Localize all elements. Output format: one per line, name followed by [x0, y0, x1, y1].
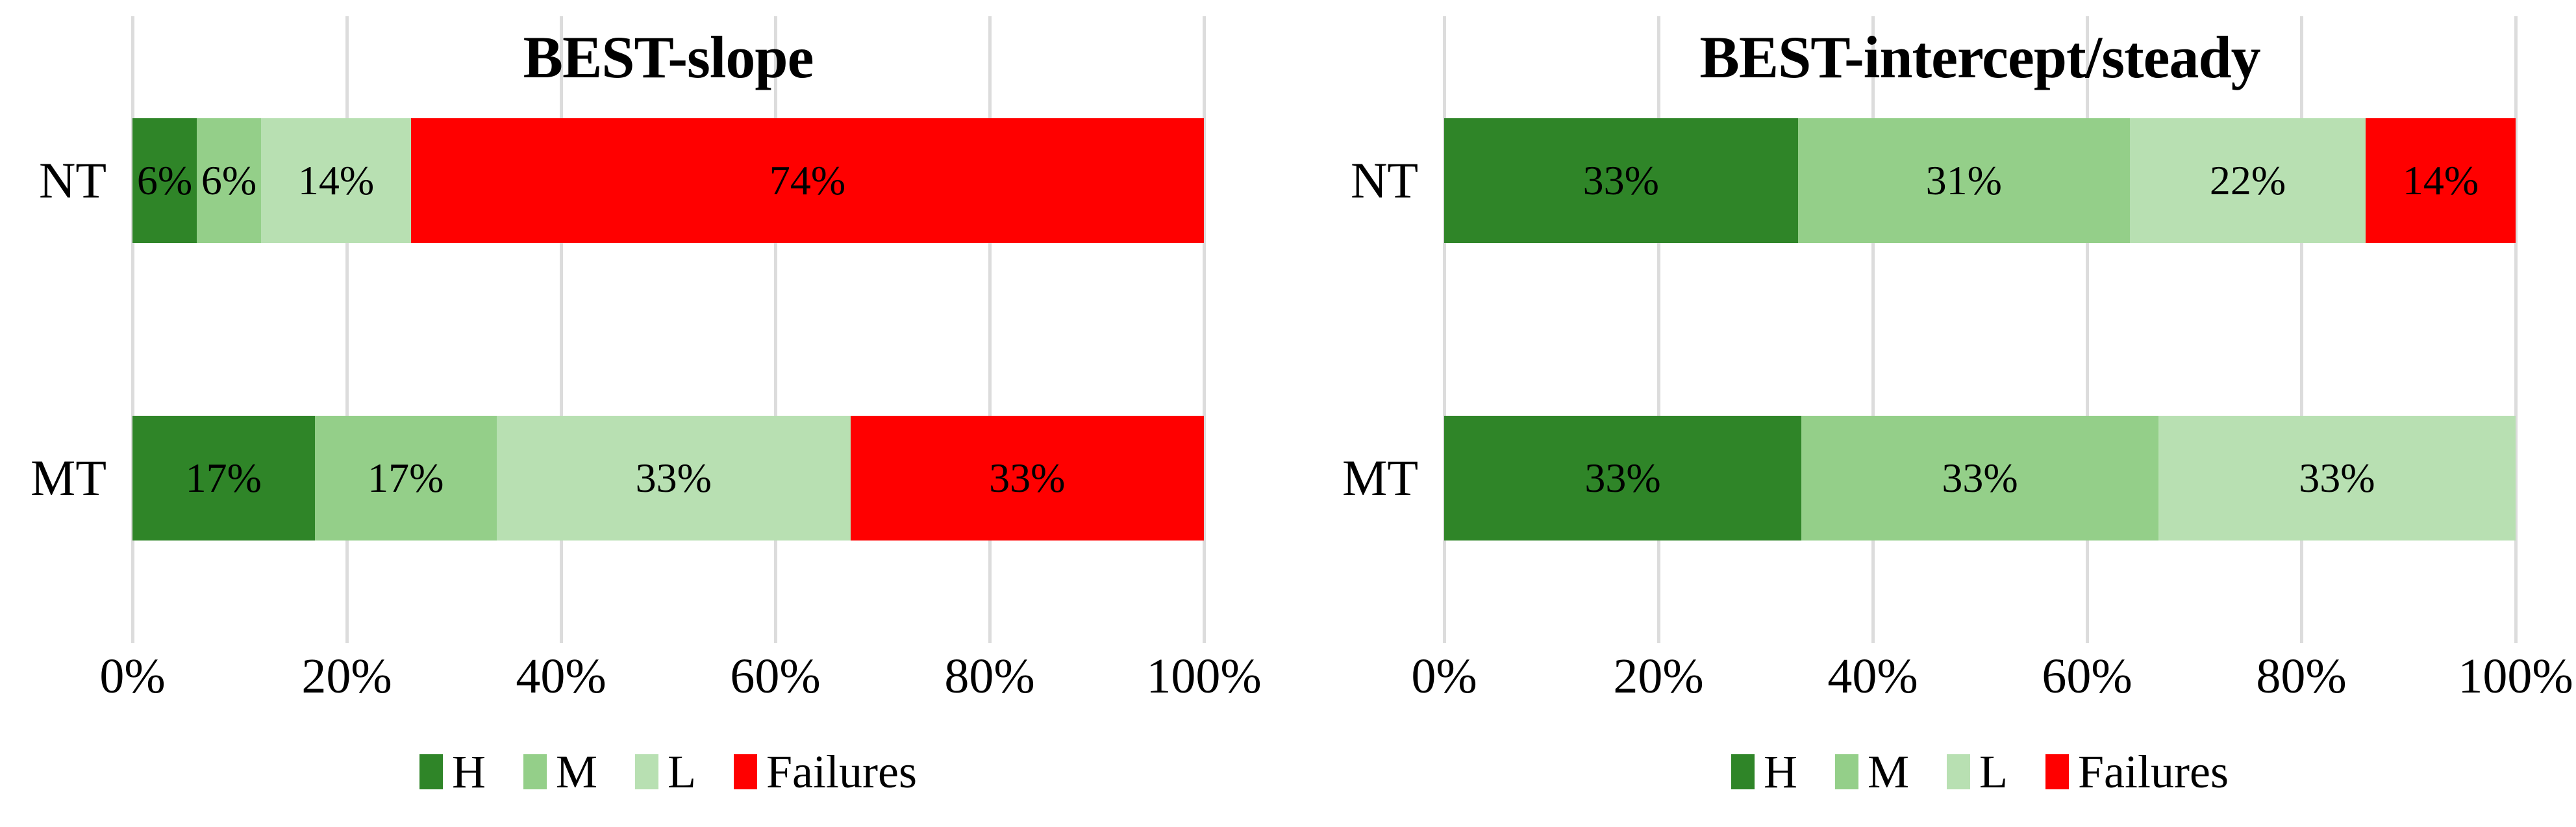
- segment-h-nt: 6%: [132, 118, 197, 243]
- x-axis: 0% 20% 40% 60% 80% 100%: [1411, 648, 2573, 710]
- x-tick-60%: 60%: [2042, 649, 2132, 704]
- gridline-20%: [345, 16, 349, 643]
- x-tick-80%: 80%: [944, 649, 1035, 704]
- segment-l-mt: 33%: [497, 416, 851, 541]
- legend-swatch-l: [1947, 754, 1971, 789]
- gridline-40%: [1871, 16, 1875, 643]
- legend-label: H: [1764, 745, 1797, 798]
- x-tick-100%: 100%: [2458, 649, 2573, 704]
- segment-h-nt: 33%: [1444, 118, 1798, 243]
- gridline-60%: [2086, 16, 2089, 643]
- segment-failures-mt: 33%: [850, 416, 1204, 541]
- segment-value-label: 33%: [1582, 157, 1659, 203]
- legend-label: Failures: [766, 745, 917, 798]
- x-tick-0%: 0%: [99, 649, 166, 704]
- category-label-nt: NT: [39, 152, 106, 209]
- segment-value-label: 74%: [769, 157, 846, 203]
- stacked-bar-mt: 33% 33% 33%: [1444, 416, 2516, 541]
- legend-swatch-h: [419, 754, 443, 789]
- x-tick-100%: 100%: [1146, 649, 1262, 704]
- segment-m-nt: 6%: [197, 118, 261, 243]
- plot-area: BEST-intercept/steady 33% 31% 22% 14% 33% 33%…: [1443, 16, 2518, 643]
- legend-swatch-m: [1835, 754, 1858, 789]
- segment-m-mt: 17%: [314, 416, 497, 541]
- gridline-0%: [1443, 16, 1446, 643]
- legend-label: H: [452, 745, 486, 798]
- legend-item-h: H: [419, 745, 486, 799]
- x-tick-80%: 80%: [2256, 649, 2347, 704]
- legend-label: Failures: [2078, 745, 2229, 798]
- segment-value-label: 31%: [1925, 157, 2002, 203]
- segment-m-nt: 31%: [1797, 118, 2130, 243]
- gridline-80%: [2300, 16, 2303, 643]
- legend-swatch-h: [1731, 754, 1755, 789]
- segment-value-label: 33%: [1942, 455, 2018, 501]
- legend-swatch-m: [523, 754, 547, 789]
- legend-item-failures: Failures: [734, 745, 917, 799]
- segment-value-label: 33%: [1584, 455, 1661, 501]
- segment-value-label: 22%: [2209, 157, 2286, 203]
- x-axis: 0% 20% 40% 60% 80% 100%: [99, 648, 1261, 710]
- legend-swatch-failures: [734, 754, 758, 789]
- legend-label: L: [1979, 745, 2008, 798]
- category-label-nt: NT: [1351, 152, 1418, 209]
- x-tick-0%: 0%: [1411, 649, 1477, 704]
- gridline-100%: [1203, 16, 1206, 643]
- gridline-0%: [131, 16, 134, 643]
- gridline-100%: [2514, 16, 2518, 643]
- x-tick-40%: 40%: [516, 649, 606, 704]
- segment-value-label: 33%: [635, 455, 712, 501]
- segment-l-nt: 22%: [2130, 118, 2366, 243]
- segment-failures-nt: 74%: [411, 118, 1204, 243]
- legend-item-l: L: [1947, 745, 2008, 799]
- legend-label: M: [1868, 745, 1910, 798]
- segment-value-label: 14%: [2402, 157, 2479, 203]
- gridline-20%: [1657, 16, 1660, 643]
- category-label-mt: MT: [1342, 450, 1418, 506]
- chart-panel-best-slope: BEST-slope 6% 6% 14% 74% 17% 17% 33% 33% NT MT 0…: [31, 16, 1262, 804]
- segment-value-label: 17%: [368, 455, 444, 501]
- legend-item-m: M: [1835, 745, 1909, 799]
- legend-label: L: [668, 745, 697, 798]
- legend-item-m: M: [523, 745, 597, 799]
- chart-panel-best-intercept-steady: BEST-intercept/steady 33% 31% 22% 14% 33% 33%…: [1288, 0, 2576, 827]
- stacked-bar-nt: 33% 31% 22% 14%: [1444, 118, 2516, 243]
- gridline-40%: [560, 16, 563, 643]
- x-tick-60%: 60%: [730, 649, 821, 704]
- gridline-80%: [988, 16, 992, 643]
- legend: H M L Failures: [1444, 739, 2516, 804]
- segment-value-label: 33%: [2299, 455, 2375, 501]
- gridline-60%: [774, 16, 777, 643]
- legend-swatch-l: [635, 754, 659, 789]
- legend-item-h: H: [1731, 745, 1797, 799]
- chart-title: BEST-slope: [523, 24, 814, 90]
- x-tick-20%: 20%: [301, 649, 392, 704]
- stacked-bar-nt: 6% 6% 14% 74%: [132, 118, 1204, 243]
- plot-area: BEST-slope 6% 6% 14% 74% 17% 17% 33% 33%: [131, 16, 1206, 643]
- chart-title: BEST-intercept/steady: [1699, 24, 2260, 90]
- legend: H M L Failures: [132, 739, 1204, 804]
- segment-l-nt: 14%: [261, 118, 411, 243]
- segment-value-label: 6%: [136, 157, 193, 203]
- segment-h-mt: 17%: [132, 416, 315, 541]
- legend-swatch-failures: [2045, 754, 2070, 789]
- segment-l-mt: 33%: [2158, 416, 2516, 541]
- x-tick-40%: 40%: [1827, 649, 1918, 704]
- segment-value-label: 33%: [989, 455, 1066, 501]
- segment-value-label: 14%: [297, 157, 375, 203]
- legend-label: M: [556, 745, 598, 798]
- stacked-bar-mt: 17% 17% 33% 33%: [132, 416, 1204, 541]
- segment-value-label: 6%: [201, 157, 257, 203]
- category-label-mt: MT: [31, 450, 106, 506]
- x-tick-20%: 20%: [1613, 649, 1704, 704]
- segment-value-label: 17%: [185, 455, 262, 501]
- segment-m-mt: 33%: [1801, 416, 2158, 541]
- segment-h-mt: 33%: [1444, 416, 1801, 541]
- segment-failures-nt: 14%: [2366, 118, 2516, 243]
- legend-item-l: L: [635, 745, 696, 799]
- legend-item-failures: Failures: [2045, 745, 2229, 799]
